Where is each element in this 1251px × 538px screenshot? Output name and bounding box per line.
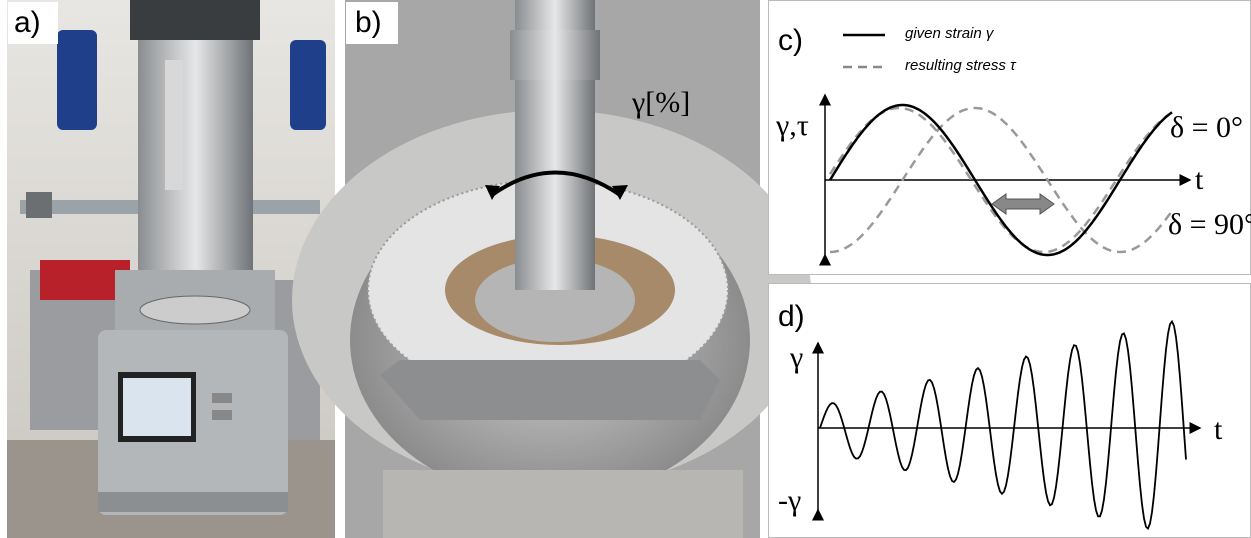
axis-label: t [1195, 163, 1204, 196]
axis-label: -γ [778, 484, 801, 517]
strain-annotation: γ[%] [631, 86, 690, 119]
panel-label: a) [14, 6, 41, 39]
axis-label: t [1214, 413, 1223, 446]
legend-text: given strain γ [905, 25, 995, 42]
axis-label: γ [789, 341, 803, 374]
panel-label: d) [778, 300, 805, 333]
panel-label: b) [355, 6, 382, 39]
panel-frame [769, 284, 1251, 538]
legend-text: resulting stress τ [905, 57, 1017, 74]
phase-label: δ = 90° [1168, 208, 1251, 241]
photo-rheometer [7, 0, 335, 538]
panel-label: c) [778, 24, 803, 57]
photo-geometry [292, 0, 812, 538]
phase-label: δ = 0° [1170, 111, 1243, 144]
axis-label: γ,τ [775, 109, 809, 142]
figure: a) b) γ[%] c) given strain γ resulting s… [0, 0, 1251, 538]
